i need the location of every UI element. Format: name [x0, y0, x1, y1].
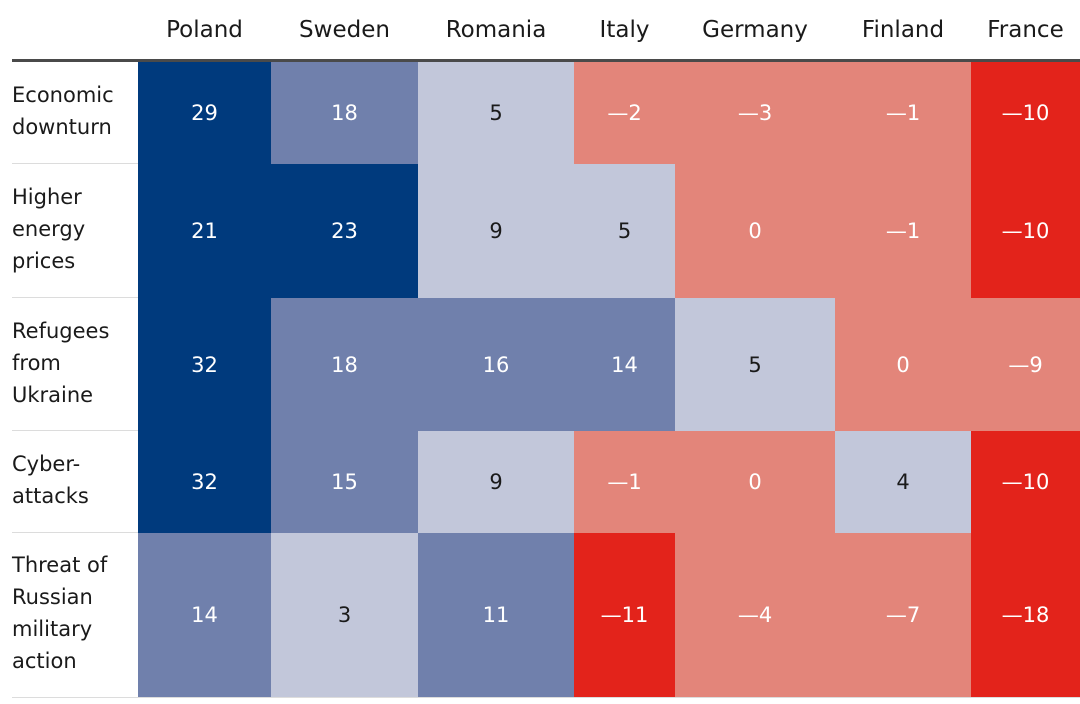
heatmap-cell: 29: [138, 62, 271, 164]
cell-value-label: 14: [611, 352, 638, 377]
cell-value-label: 0: [748, 470, 762, 494]
heatmap-cell: —4: [675, 533, 835, 697]
heatmap-cell: 18: [271, 298, 418, 431]
heatmap-cell: —2: [574, 62, 675, 164]
row-label: Threat of Russian military action: [12, 553, 108, 673]
heatmap-cell: —18: [971, 533, 1080, 697]
cell-value-label: 21: [191, 219, 218, 243]
heatmap-cell: 23: [271, 164, 418, 298]
cell-value-label: 18: [331, 352, 358, 377]
heatmap-cell: —10: [971, 164, 1080, 298]
cell-value-label: 23: [331, 219, 358, 243]
row-separator: [12, 297, 138, 298]
heatmap-cell: 4: [835, 431, 971, 533]
heatmap-cell: 18: [271, 62, 418, 164]
cell-value-label: —18: [1001, 603, 1050, 627]
heatmap-cell: 32: [138, 431, 271, 533]
cell-value-label: 18: [331, 101, 358, 125]
row-label: Refugees from Ukraine: [12, 318, 110, 407]
cell-value-label: —10: [1001, 101, 1050, 125]
cell-value-label: 4: [896, 470, 910, 494]
cell-value-label: —11: [600, 603, 649, 627]
heatmap-cell: 21: [138, 164, 271, 298]
cell-value-label: 15: [331, 470, 358, 494]
heatmap-cell: 16: [418, 298, 574, 431]
heatmap-cell: —1: [835, 164, 971, 298]
heatmap-cell: —10: [971, 431, 1080, 533]
heatmap-cell: 0: [835, 298, 971, 431]
cell-value-label: —4: [737, 603, 773, 627]
heatmap-cell: —3: [675, 62, 835, 164]
row-separator: [12, 163, 138, 164]
cell-value-label: 9: [489, 219, 503, 243]
column-header-italy: Italy: [599, 17, 650, 43]
cell-value-label: —10: [1001, 470, 1050, 494]
heatmap-cell: 14: [138, 533, 271, 697]
cell-value-label: 32: [191, 470, 218, 494]
cell-value-label: 29: [191, 101, 218, 125]
column-header-poland: Poland: [166, 17, 243, 43]
heatmap-cell: 3: [271, 533, 418, 697]
cell-value-label: —2: [607, 101, 642, 125]
column-header-france: France: [987, 17, 1064, 43]
cell-value-label: —7: [885, 603, 921, 627]
cell-value-label: 0: [896, 352, 910, 377]
cell-value-label: 32: [191, 352, 218, 377]
cell-value-label: —1: [607, 470, 642, 494]
cell-value-label: 11: [482, 603, 510, 627]
row-label: Higher energy prices: [12, 185, 86, 273]
heatmap-cell: 14: [574, 298, 675, 431]
heatmap-cell: 9: [418, 164, 574, 298]
heatmap-cell: —1: [574, 431, 675, 533]
heatmap-cell: 9: [418, 431, 574, 533]
heatmap-cell: 5: [418, 62, 574, 164]
cell-value-label: 9: [489, 470, 503, 494]
cell-value-label: 5: [617, 219, 632, 243]
heatmap-cell: —7: [835, 533, 971, 697]
cell-value-label: 0: [748, 219, 762, 243]
heatmap-cell: 5: [675, 298, 835, 431]
heatmap-cell: 15: [271, 431, 418, 533]
cell-value-label: —1: [885, 101, 921, 125]
heatmap-cell: —1: [835, 62, 971, 164]
cell-value-label: 5: [489, 101, 503, 125]
row-separator: [12, 430, 138, 431]
row-separator: [12, 532, 138, 533]
header-rule: [12, 59, 1080, 62]
row-label: Cyber-attacks: [12, 452, 89, 508]
column-header-finland: Finland: [861, 17, 945, 43]
cell-value-label: —9: [1008, 352, 1043, 377]
cell-value-label: —10: [1001, 219, 1050, 243]
cell-value-label: —3: [737, 101, 773, 125]
cell-value-label: 5: [748, 352, 762, 377]
heatmap-cell: —11: [574, 533, 675, 697]
heatmap-cell: 11: [418, 533, 574, 697]
heatmap-cell: 5: [574, 164, 675, 298]
bottom-rule: [12, 697, 1080, 698]
heatmap-cell: 32: [138, 298, 271, 431]
column-header-romania: Romania: [445, 17, 547, 43]
cell-value-label: 16: [482, 352, 510, 377]
cell-value-label: 3: [337, 603, 352, 627]
row-label: Economic downturn: [12, 83, 114, 139]
heatmap-cell: 0: [675, 164, 835, 298]
heatmap-cell: —10: [971, 62, 1080, 164]
column-header-sweden: Sweden: [299, 17, 390, 43]
heatmap-cell: 0: [675, 431, 835, 533]
cell-value-label: 14: [191, 603, 218, 627]
heatmap-cell: —9: [971, 298, 1080, 431]
column-header-germany: Germany: [702, 17, 808, 43]
cell-value-label: —1: [885, 219, 921, 243]
